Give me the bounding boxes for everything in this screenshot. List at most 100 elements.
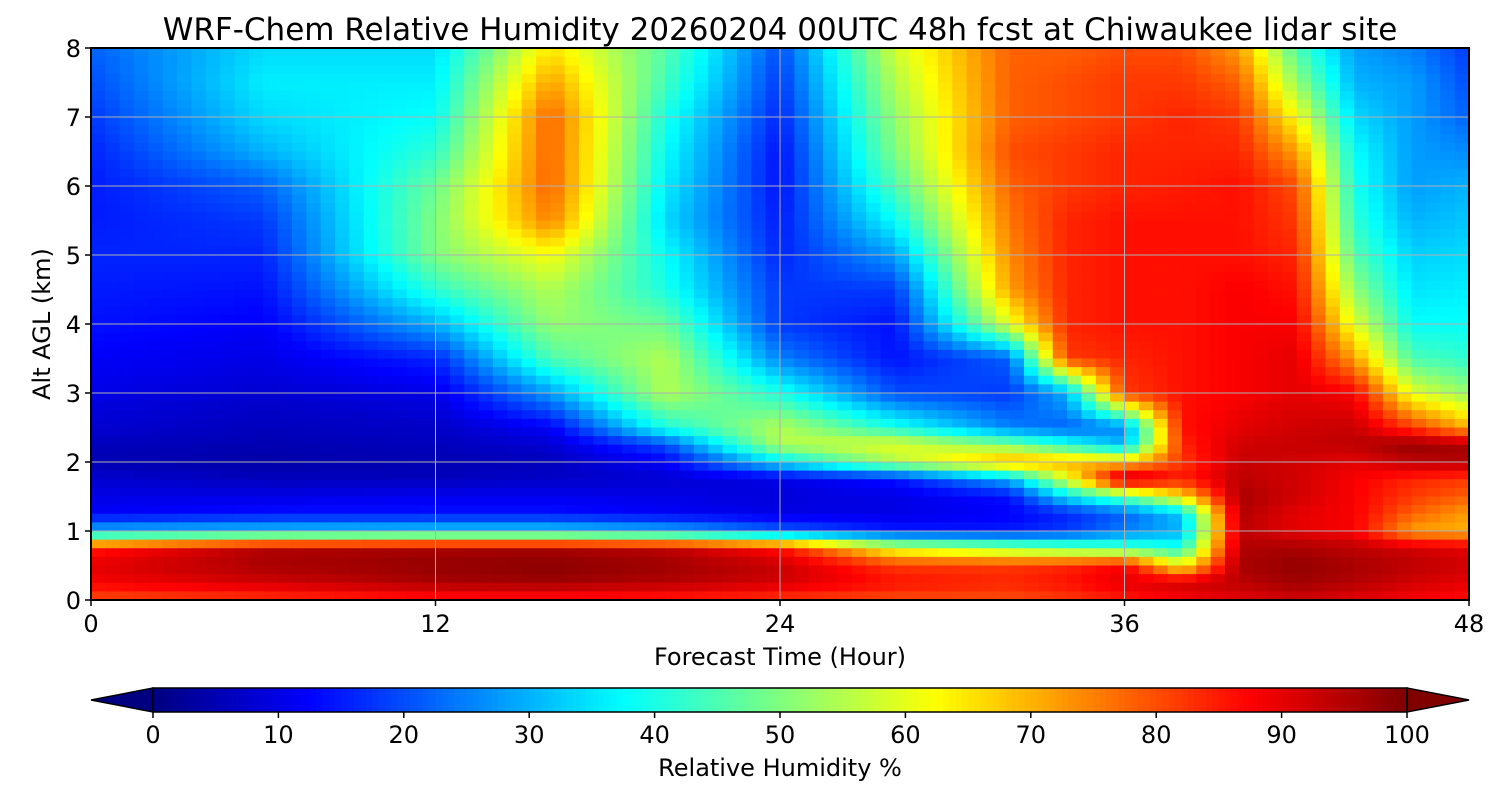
- heatmap-cell: [91, 134, 106, 144]
- heatmap-cell: [650, 263, 666, 273]
- heatmap-cell: [636, 375, 652, 385]
- heatmap-cell: [1397, 462, 1413, 472]
- heatmap-cell: [1024, 229, 1039, 239]
- heatmap-cell: [1052, 186, 1068, 196]
- heatmap-cell: [421, 211, 437, 222]
- heatmap-cell: [564, 246, 580, 256]
- heatmap-cell: [1397, 82, 1413, 92]
- heatmap-cell: [708, 56, 724, 66]
- heatmap-cell: [177, 125, 193, 135]
- heatmap-cell: [794, 48, 810, 58]
- heatmap-cell: [492, 349, 508, 360]
- heatmap-cell: [650, 82, 666, 92]
- heatmap-cell: [579, 358, 594, 368]
- heatmap-cell: [837, 470, 853, 480]
- heatmap-cell: [1110, 444, 1126, 454]
- heatmap-cell: [693, 134, 709, 144]
- heatmap-cell: [1382, 229, 1398, 239]
- heatmap-cell: [1425, 56, 1441, 66]
- heatmap-cell: [148, 48, 164, 58]
- heatmap-cell: [1138, 186, 1154, 196]
- heatmap-cell: [1311, 393, 1327, 403]
- heatmap-cell: [349, 65, 365, 75]
- heatmap-cell: [148, 453, 164, 463]
- heatmap-cell: [722, 306, 738, 316]
- heatmap-cell: [306, 280, 322, 291]
- heatmap-cell: [765, 134, 781, 144]
- heatmap-cell: [464, 65, 480, 75]
- heatmap-cell: [995, 229, 1011, 239]
- heatmap-cell: [205, 160, 221, 170]
- heatmap-cell: [866, 470, 882, 480]
- heatmap-cell: [1181, 220, 1197, 230]
- heatmap-cell: [1124, 263, 1140, 273]
- heatmap-cell: [148, 99, 164, 109]
- heatmap-cell: [205, 48, 221, 58]
- heatmap-cell: [392, 418, 408, 429]
- heatmap-cell: [392, 134, 408, 144]
- heatmap-cell: [134, 298, 150, 308]
- heatmap-cell: [1138, 56, 1154, 66]
- heatmap-cell: [1181, 56, 1197, 66]
- heatmap-cell: [593, 142, 609, 153]
- heatmap-cell: [579, 73, 594, 84]
- heatmap-cell: [507, 263, 523, 273]
- heatmap-cell: [335, 349, 350, 360]
- heatmap-cell: [894, 194, 910, 204]
- heatmap-cell: [736, 194, 752, 204]
- heatmap-cell: [1095, 134, 1111, 144]
- heatmap-cell: [564, 142, 580, 153]
- heatmap-cell: [1368, 384, 1384, 394]
- heatmap-cell: [1067, 272, 1083, 282]
- heatmap-cell: [1024, 272, 1039, 282]
- heatmap-cell: [650, 280, 666, 291]
- heatmap-cell: [1081, 246, 1097, 256]
- heatmap-cell: [1038, 220, 1054, 230]
- heatmap-cell: [1354, 117, 1370, 127]
- heatmap-cell: [1382, 375, 1398, 385]
- heatmap-cell: [765, 306, 781, 316]
- heatmap-cell: [866, 479, 882, 489]
- heatmap-cell: [952, 99, 968, 109]
- heatmap-cell: [1181, 280, 1197, 291]
- heatmap-cell: [1397, 470, 1413, 480]
- heatmap-cell: [837, 306, 853, 316]
- heatmap-cell: [1339, 453, 1355, 463]
- heatmap-cell: [1296, 470, 1312, 480]
- heatmap-cell: [320, 289, 336, 299]
- heatmap-cell: [679, 436, 695, 446]
- heatmap-cell: [550, 341, 566, 351]
- heatmap-cell: [1311, 358, 1327, 368]
- heatmap-cell: [1411, 479, 1427, 489]
- heatmap-cell: [564, 470, 580, 480]
- heatmap-cell: [1181, 186, 1197, 196]
- heatmap-cell: [1138, 487, 1154, 498]
- heatmap-cell: [1268, 272, 1283, 282]
- heatmap-cell: [1009, 48, 1025, 58]
- heatmap-cell: [1268, 220, 1283, 230]
- heatmap-cell: [349, 315, 365, 325]
- heatmap-cell: [191, 65, 207, 75]
- heatmap-cell: [320, 229, 336, 239]
- heatmap-cell: [751, 375, 767, 385]
- heatmap-cell: [1167, 263, 1183, 273]
- heatmap-cell: [650, 332, 666, 342]
- heatmap-cell: [1440, 160, 1456, 170]
- heatmap-cell: [134, 186, 150, 196]
- heatmap-cell: [521, 479, 537, 489]
- heatmap-cell: [808, 151, 824, 161]
- heatmap-cell: [765, 125, 781, 135]
- heatmap-cell: [693, 151, 709, 161]
- heatmap-cell: [607, 341, 623, 351]
- heatmap-cell: [349, 332, 365, 342]
- heatmap-cell: [636, 324, 652, 334]
- heatmap-cell: [636, 117, 652, 127]
- heatmap-cell: [1296, 315, 1312, 325]
- heatmap-cell: [837, 65, 853, 75]
- heatmap-cell: [349, 186, 365, 196]
- heatmap-cell: [952, 194, 968, 204]
- heatmap-cell: [1454, 91, 1470, 101]
- heatmap-cell: [1124, 418, 1140, 429]
- heatmap-cell: [1081, 211, 1097, 222]
- heatmap-cell: [722, 73, 738, 84]
